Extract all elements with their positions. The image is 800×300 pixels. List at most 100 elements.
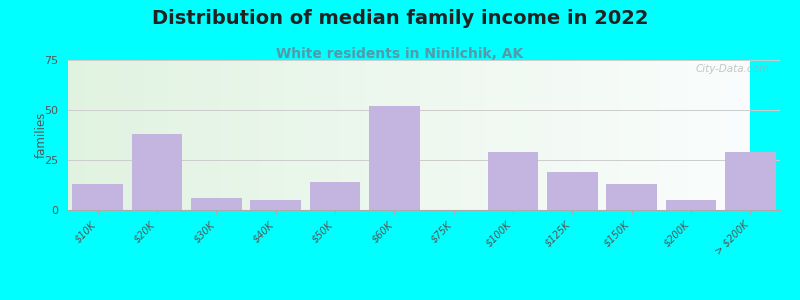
- Bar: [495, 60, 498, 210]
- Bar: [725, 152, 775, 210]
- Bar: [134, 60, 136, 210]
- Bar: [559, 60, 562, 210]
- Bar: [457, 60, 459, 210]
- Bar: [238, 60, 241, 210]
- Bar: [300, 60, 302, 210]
- Bar: [743, 60, 746, 210]
- Bar: [163, 60, 166, 210]
- Bar: [730, 60, 732, 210]
- Bar: [332, 60, 334, 210]
- Bar: [686, 60, 689, 210]
- Bar: [521, 60, 523, 210]
- Bar: [394, 60, 395, 210]
- Bar: [211, 60, 214, 210]
- Bar: [454, 60, 457, 210]
- Y-axis label: families: families: [35, 112, 48, 158]
- Bar: [639, 60, 641, 210]
- Bar: [712, 60, 714, 210]
- Bar: [262, 60, 264, 210]
- Bar: [132, 134, 182, 210]
- Bar: [202, 60, 205, 210]
- Bar: [198, 60, 200, 210]
- Bar: [602, 60, 605, 210]
- Bar: [86, 60, 89, 210]
- Bar: [154, 60, 157, 210]
- Bar: [216, 60, 218, 210]
- Bar: [273, 60, 275, 210]
- Bar: [241, 60, 243, 210]
- Bar: [430, 60, 432, 210]
- Bar: [523, 60, 525, 210]
- Bar: [291, 60, 293, 210]
- Bar: [191, 198, 242, 210]
- Bar: [530, 60, 532, 210]
- Bar: [250, 60, 252, 210]
- Bar: [170, 60, 173, 210]
- Bar: [641, 60, 643, 210]
- Bar: [627, 60, 630, 210]
- Bar: [118, 60, 120, 210]
- Bar: [491, 60, 494, 210]
- Bar: [543, 60, 546, 210]
- Bar: [348, 60, 350, 210]
- Bar: [468, 60, 470, 210]
- Bar: [675, 60, 678, 210]
- Bar: [596, 60, 598, 210]
- Bar: [243, 60, 246, 210]
- Bar: [373, 60, 375, 210]
- Bar: [268, 60, 270, 210]
- Bar: [553, 60, 554, 210]
- Bar: [227, 60, 230, 210]
- Bar: [626, 60, 627, 210]
- Bar: [111, 60, 114, 210]
- Bar: [157, 60, 159, 210]
- Bar: [248, 60, 250, 210]
- Bar: [232, 60, 234, 210]
- Bar: [623, 60, 626, 210]
- Bar: [364, 60, 366, 210]
- Bar: [586, 60, 589, 210]
- Bar: [691, 60, 694, 210]
- Bar: [666, 200, 716, 210]
- Bar: [594, 60, 596, 210]
- Bar: [582, 60, 584, 210]
- Bar: [341, 60, 343, 210]
- Bar: [127, 60, 130, 210]
- Bar: [104, 60, 106, 210]
- Bar: [441, 60, 443, 210]
- Bar: [293, 60, 295, 210]
- Bar: [748, 60, 750, 210]
- Bar: [566, 60, 568, 210]
- Bar: [354, 60, 357, 210]
- Bar: [205, 60, 206, 210]
- Bar: [570, 60, 573, 210]
- Bar: [446, 60, 448, 210]
- Bar: [702, 60, 705, 210]
- Bar: [653, 60, 655, 210]
- Bar: [141, 60, 143, 210]
- Bar: [600, 60, 602, 210]
- Bar: [398, 60, 400, 210]
- Bar: [102, 60, 104, 210]
- Bar: [257, 60, 259, 210]
- Bar: [90, 60, 93, 210]
- Bar: [327, 60, 330, 210]
- Bar: [316, 60, 318, 210]
- Bar: [443, 60, 446, 210]
- Bar: [179, 60, 182, 210]
- Bar: [473, 60, 475, 210]
- Bar: [150, 60, 152, 210]
- Text: City-Data.com: City-Data.com: [695, 64, 770, 74]
- Bar: [573, 60, 575, 210]
- Bar: [321, 60, 322, 210]
- Bar: [214, 60, 216, 210]
- Bar: [616, 60, 618, 210]
- Bar: [606, 184, 657, 210]
- Bar: [366, 60, 368, 210]
- Bar: [193, 60, 195, 210]
- Bar: [405, 60, 407, 210]
- Bar: [379, 60, 382, 210]
- Bar: [650, 60, 653, 210]
- Bar: [746, 60, 748, 210]
- Bar: [125, 60, 127, 210]
